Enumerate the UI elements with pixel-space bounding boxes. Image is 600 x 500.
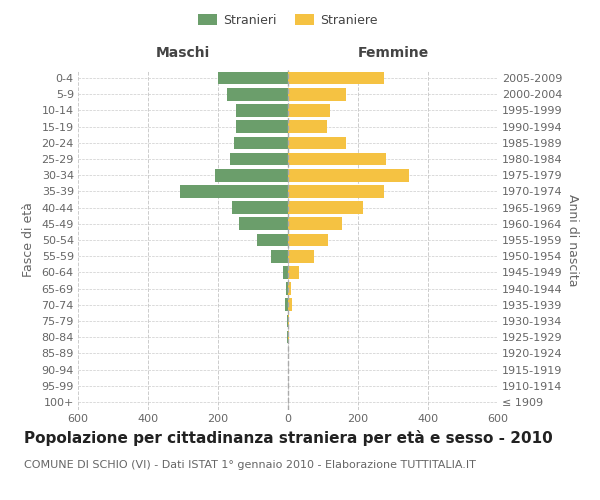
Bar — [288, 169, 409, 181]
Bar — [257, 234, 288, 246]
Bar — [235, 120, 288, 133]
Bar — [288, 88, 346, 101]
Bar — [235, 104, 288, 117]
Bar — [288, 152, 386, 166]
Bar — [230, 152, 288, 166]
Bar — [218, 72, 288, 85]
Bar — [271, 250, 288, 262]
Text: Popolazione per cittadinanza straniera per età e sesso - 2010: Popolazione per cittadinanza straniera p… — [24, 430, 553, 446]
Bar — [288, 185, 384, 198]
Bar — [179, 185, 288, 198]
Bar — [283, 266, 288, 278]
Bar — [288, 202, 363, 214]
Bar — [288, 234, 328, 246]
Bar — [288, 72, 384, 85]
Legend: Stranieri, Straniere: Stranieri, Straniere — [193, 8, 383, 32]
Bar — [288, 136, 346, 149]
Bar — [288, 331, 289, 344]
Bar — [288, 218, 342, 230]
Bar — [288, 314, 289, 328]
Bar — [239, 218, 288, 230]
Y-axis label: Anni di nascita: Anni di nascita — [566, 194, 580, 286]
Bar — [215, 169, 288, 181]
Bar — [288, 104, 330, 117]
Bar — [288, 120, 326, 133]
Bar — [287, 331, 288, 344]
Bar — [234, 136, 288, 149]
Text: COMUNE DI SCHIO (VI) - Dati ISTAT 1° gennaio 2010 - Elaborazione TUTTITALIA.IT: COMUNE DI SCHIO (VI) - Dati ISTAT 1° gen… — [24, 460, 476, 470]
Bar — [287, 314, 288, 328]
Bar — [227, 88, 288, 101]
Text: Femmine: Femmine — [358, 46, 428, 60]
Text: Maschi: Maschi — [156, 46, 210, 60]
Bar — [288, 298, 292, 311]
Bar — [288, 282, 291, 295]
Bar — [288, 266, 299, 278]
Bar — [285, 298, 288, 311]
Y-axis label: Fasce di età: Fasce di età — [22, 202, 35, 278]
Bar — [288, 250, 314, 262]
Bar — [286, 282, 288, 295]
Bar — [232, 202, 288, 214]
